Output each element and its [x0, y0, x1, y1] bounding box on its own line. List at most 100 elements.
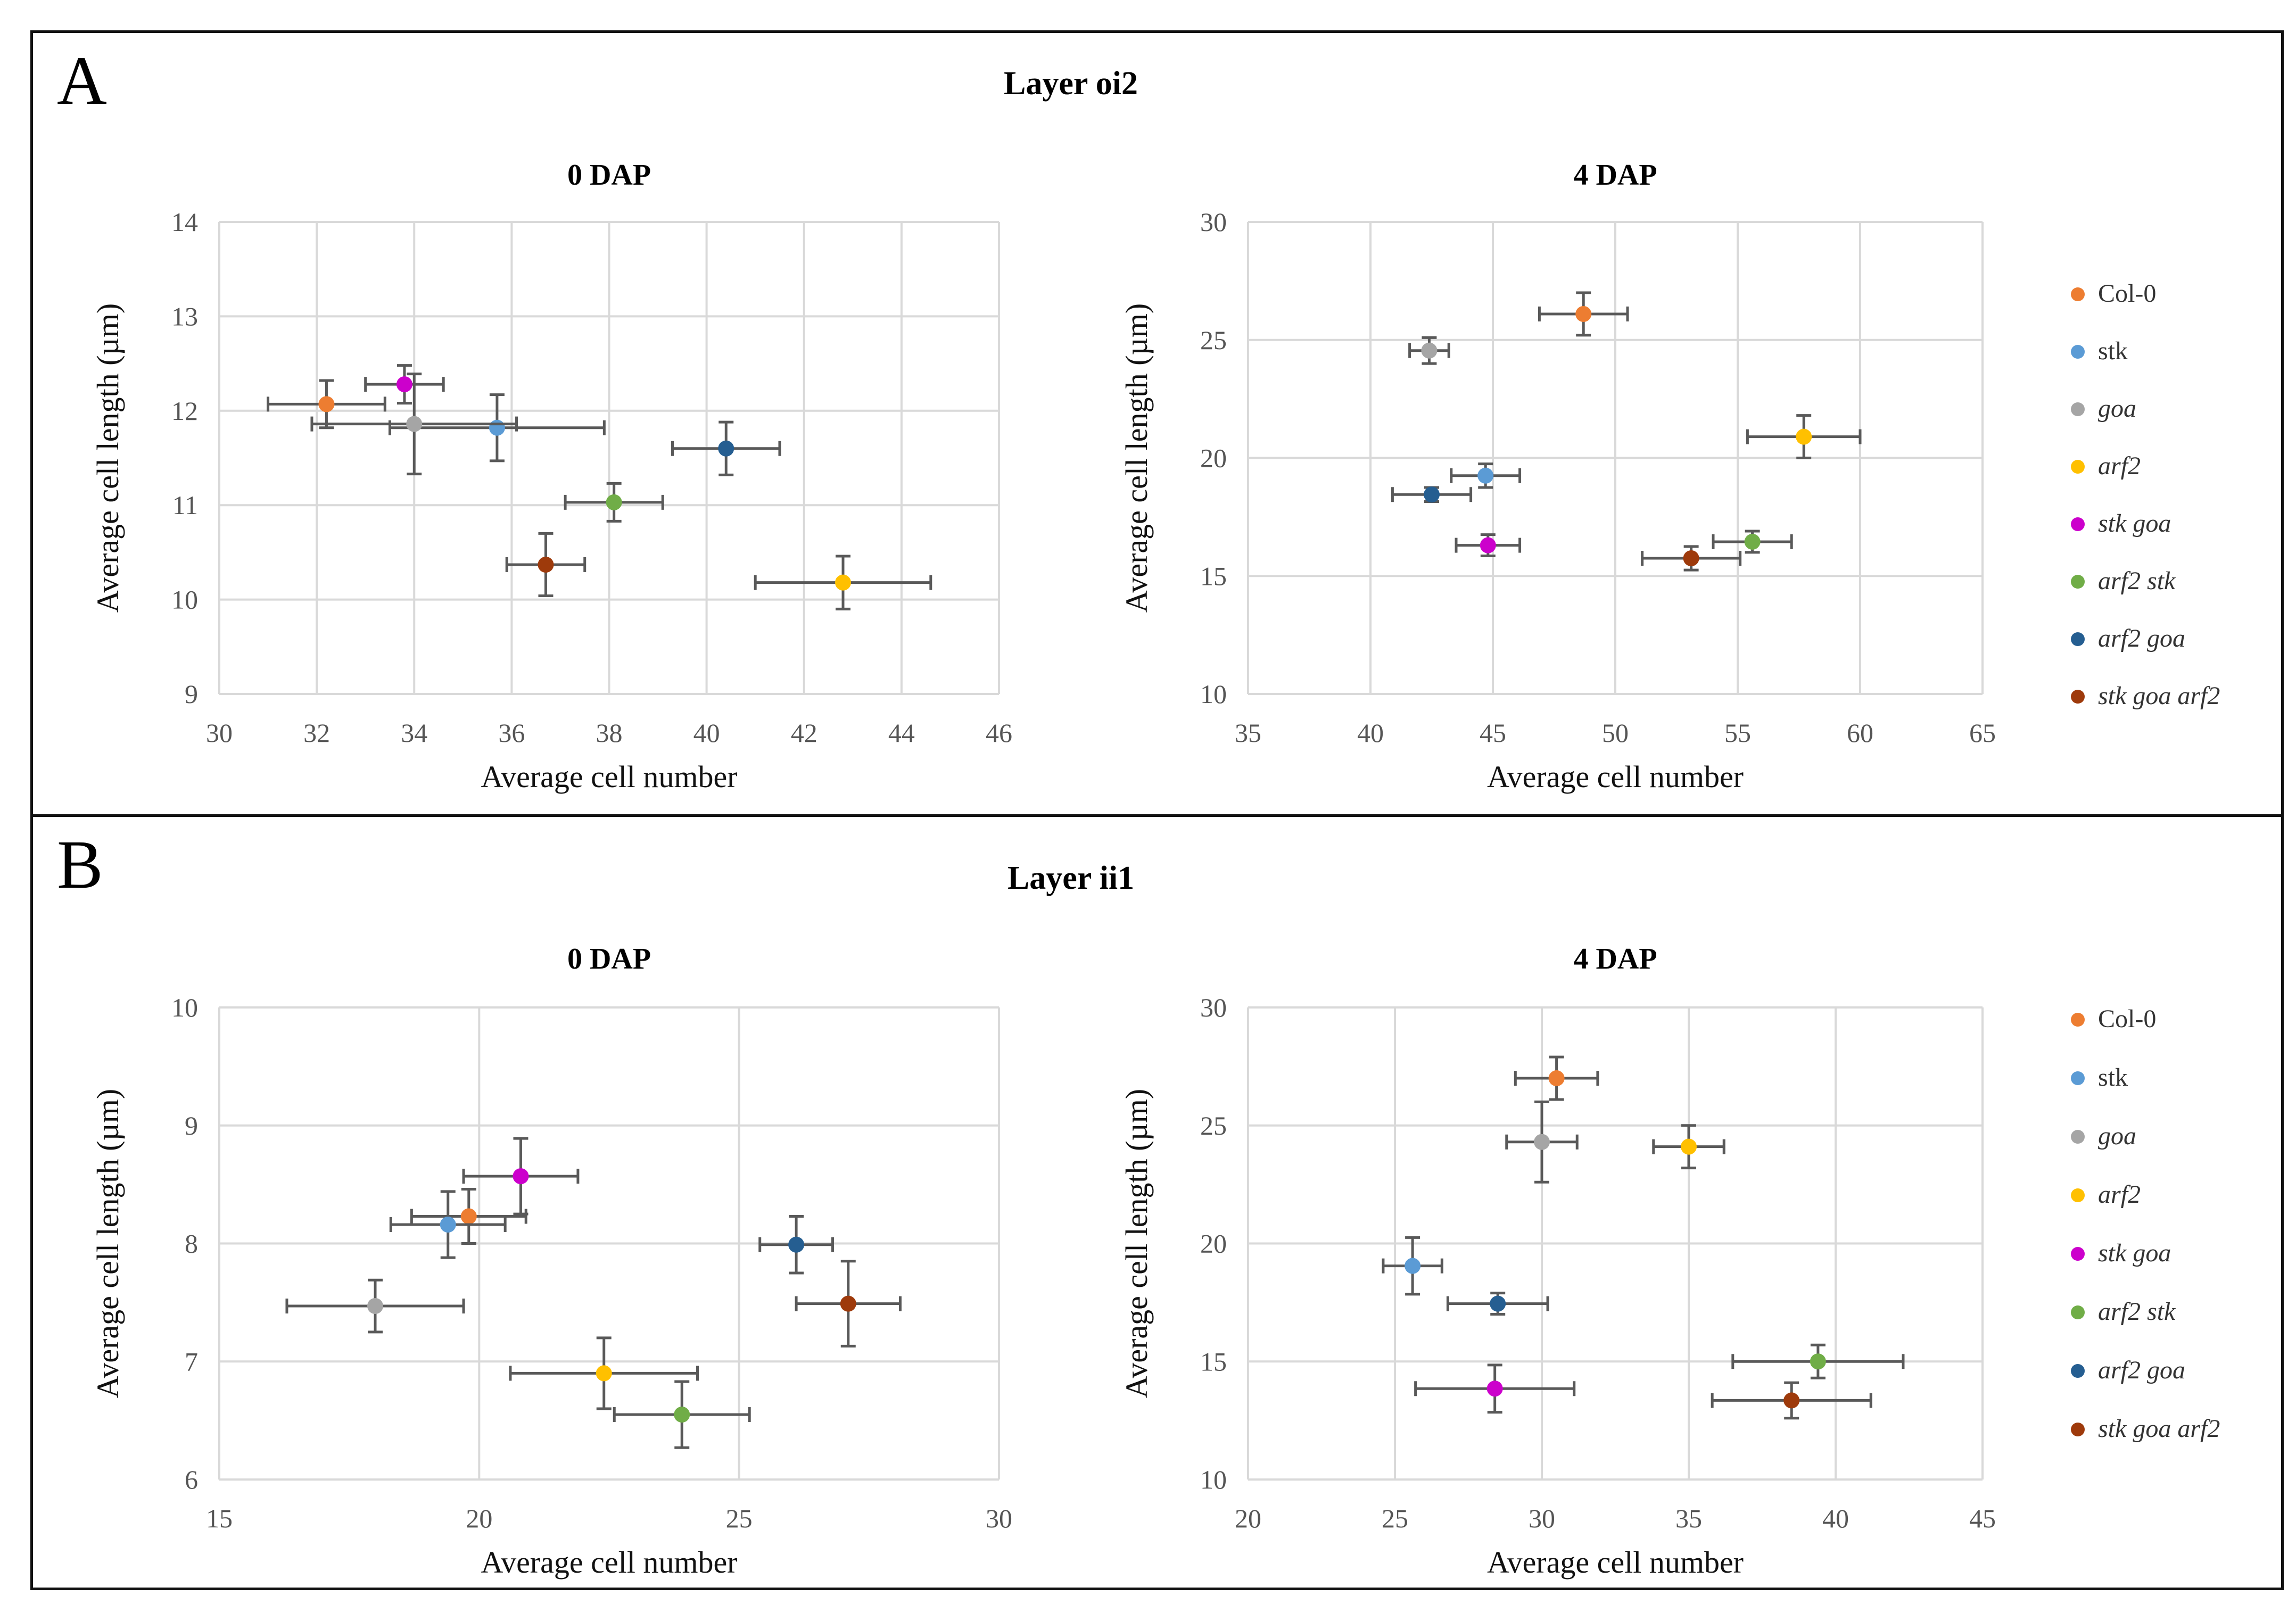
y-tick-label: 8	[185, 1229, 198, 1259]
data-marker	[1744, 533, 1761, 550]
legend-label: arf2 goa	[2098, 1356, 2185, 1384]
legend-label: stk goa	[2098, 509, 2171, 538]
y-tick-label: 10	[1200, 1465, 1227, 1494]
legend-item-col-0: Col-0	[2071, 1005, 2156, 1033]
x-tick-label: 36	[498, 718, 525, 748]
data-point-stk-goa-arf2	[795, 1260, 902, 1348]
legend-label: Col-0	[2098, 1005, 2156, 1033]
y-tick-label: 25	[1200, 325, 1227, 355]
data-point-stk-goa	[364, 364, 445, 405]
legend-item-stk: stk	[2071, 1063, 2128, 1092]
legend-label: stk goa	[2098, 1239, 2171, 1267]
data-point-arf2-stk	[613, 1380, 751, 1449]
data-marker	[1783, 1392, 1800, 1409]
y-tick-label: 15	[1200, 561, 1227, 591]
data-marker	[674, 1407, 690, 1423]
y-tick-label: 7	[185, 1346, 198, 1376]
panel-b: B Layer ii1 0 DAP 15 20 25 30 6 7 8 9 10 Average c…	[30, 814, 2284, 1590]
data-point-stk-goa	[1414, 1363, 1576, 1414]
y-tick-label: 20	[1200, 443, 1227, 473]
chart-title: 4 DAP	[1573, 159, 1657, 192]
y-tick-label: 20	[1200, 1229, 1227, 1259]
data-marker	[1548, 1070, 1565, 1087]
chart-a-4dap: 4 DAP 35 40 45 50 55 60 65 10 15 20 25 30 Average cel…	[1119, 159, 1996, 794]
data-point-goa	[285, 1278, 465, 1334]
x-tick-label: 50	[1602, 718, 1629, 748]
x-tick-label: 25	[1382, 1503, 1408, 1533]
data-point-arf2	[1652, 1124, 1725, 1170]
legend-item-arf2-goa: arf2 goa	[2071, 624, 2185, 652]
legend-marker	[2071, 1013, 2085, 1027]
legend-item-goa: goa	[2071, 394, 2136, 423]
data-marker	[1480, 537, 1496, 553]
chart-a-0dap: 0 DAP 30 32 34 36 38 40 42 44 46 9 10 11 12 13 14 Averag…	[90, 159, 1012, 794]
data-marker	[1405, 1258, 1421, 1274]
legend-marker	[2071, 1423, 2085, 1436]
legend-item-stk-goa-arf2: stk goa arf2	[2071, 682, 2220, 710]
data-point-stk-goa	[462, 1137, 580, 1216]
data-marker	[1486, 1381, 1503, 1397]
legend-marker	[2071, 1247, 2085, 1261]
y-tick-label: 9	[185, 679, 198, 709]
data-point-arf2-goa	[1446, 1292, 1549, 1316]
y-tick-label: 10	[171, 585, 198, 615]
data-point-stk	[389, 1190, 507, 1259]
x-tick-label: 40	[693, 718, 720, 748]
x-tick-label: 40	[1822, 1503, 1849, 1533]
data-marker	[460, 1208, 477, 1225]
legend-label: arf2 stk	[2098, 567, 2176, 595]
panel-a-letter: A	[57, 43, 107, 119]
legend-marker	[2071, 1130, 2085, 1144]
legend-marker	[2071, 1305, 2085, 1319]
y-tick-label: 10	[1200, 679, 1227, 709]
legend-item-stk-goa: stk goa	[2071, 509, 2171, 538]
legend-marker	[2071, 1188, 2085, 1202]
data-marker	[489, 419, 505, 436]
x-tick-label: 35	[1235, 718, 1261, 748]
data-marker	[440, 1217, 456, 1233]
data-marker	[596, 1365, 612, 1382]
x-tick-label: 20	[1235, 1503, 1261, 1533]
legend-item-arf2-stk: arf2 stk	[2071, 567, 2176, 595]
legend-item-arf2-goa: arf2 goa	[2071, 1356, 2185, 1384]
legend-marker	[2071, 632, 2085, 646]
data-point-stk-goa	[1455, 533, 1522, 558]
data-point-arf2-stk	[564, 482, 664, 523]
data-point-arf2-stk	[1731, 1343, 1905, 1379]
legend-marker	[2071, 575, 2085, 589]
data-point-stk	[388, 393, 606, 462]
x-tick-label: 46	[986, 718, 1012, 748]
y-axis-label: Average cell length (µm)	[90, 303, 125, 613]
legend-label: arf2	[2098, 1180, 2141, 1209]
x-tick-label: 25	[726, 1503, 753, 1533]
legend-label: Col-0	[2098, 279, 2156, 308]
legend-label: arf2	[2098, 452, 2141, 480]
y-tick-label: 13	[171, 301, 198, 331]
data-marker	[318, 396, 335, 412]
y-tick-label: 12	[171, 396, 198, 426]
data-point-goa	[1505, 1100, 1579, 1184]
legend-label: goa	[2098, 394, 2136, 423]
x-tick-label: 55	[1724, 718, 1751, 748]
legend-label: stk	[2098, 337, 2128, 365]
panel-a-title: Layer oi2	[1004, 65, 1138, 102]
x-tick-label: 20	[466, 1503, 492, 1533]
chart-title: 4 DAP	[1573, 943, 1657, 976]
data-point-arf2	[509, 1336, 699, 1410]
y-tick-label: 10	[171, 993, 198, 1022]
data-marker	[396, 376, 412, 393]
y-tick-label: 6	[185, 1465, 198, 1494]
y-tick-label: 25	[1200, 1111, 1227, 1140]
data-point-arf2	[1746, 414, 1862, 459]
legend-label: arf2 stk	[2098, 1297, 2176, 1326]
panel-b-letter: B	[57, 826, 103, 903]
data-point-arf2-goa	[1391, 486, 1473, 503]
legend-marker	[2071, 460, 2085, 474]
x-tick-label: 15	[206, 1503, 233, 1533]
data-marker	[1534, 1134, 1550, 1150]
data-marker	[1490, 1295, 1506, 1312]
data-point-arf2-stk	[1712, 530, 1793, 554]
y-axis-label: Average cell length (µm)	[90, 1089, 125, 1398]
data-marker	[1810, 1353, 1826, 1370]
legend-marker	[2071, 287, 2085, 301]
